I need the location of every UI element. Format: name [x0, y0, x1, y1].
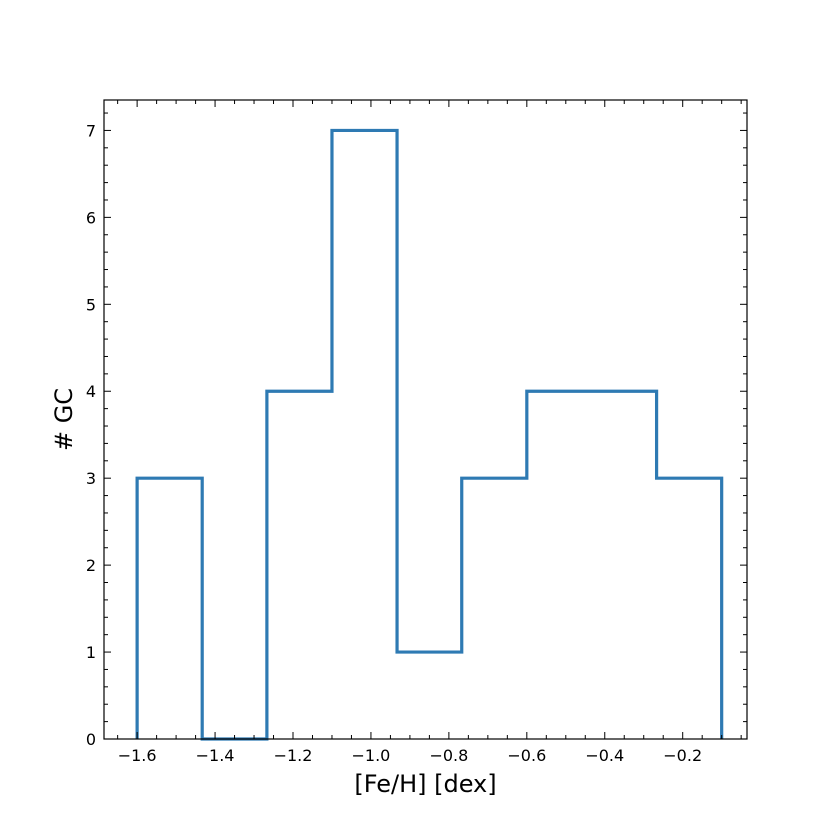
x-tick-label: −0.8	[429, 746, 468, 765]
y-tick-label: 0	[86, 730, 96, 749]
axes-frame	[103, 99, 748, 740]
x-axis-label: [Fe/H] [dex]	[354, 770, 496, 798]
x-tick-label: −1.2	[274, 746, 313, 765]
y-axis-label: # GC	[50, 388, 78, 451]
x-tick-label: −0.4	[585, 746, 624, 765]
x-tick-label: −0.2	[663, 746, 702, 765]
y-tick-label: 6	[86, 208, 96, 227]
x-tick-label: −0.6	[507, 746, 546, 765]
y-tick-label: 2	[86, 556, 96, 575]
y-tick-label: 3	[86, 469, 96, 488]
y-tick-label: 7	[86, 121, 96, 140]
x-tick-label: −1.4	[196, 746, 235, 765]
x-tick-label: −1.0	[352, 746, 391, 765]
x-tick-label: −1.6	[118, 746, 157, 765]
axis-ticks	[104, 100, 747, 740]
axis-tick-labels: −1.6 −1.4 −1.2 −1.0 −0.8 −0.6 −0.4 −0.2 0 1 2 3 4 5 6 7	[86, 121, 702, 765]
y-tick-label: 5	[86, 295, 96, 314]
y-tick-label: 1	[86, 643, 96, 662]
y-tick-label: 4	[86, 382, 96, 401]
